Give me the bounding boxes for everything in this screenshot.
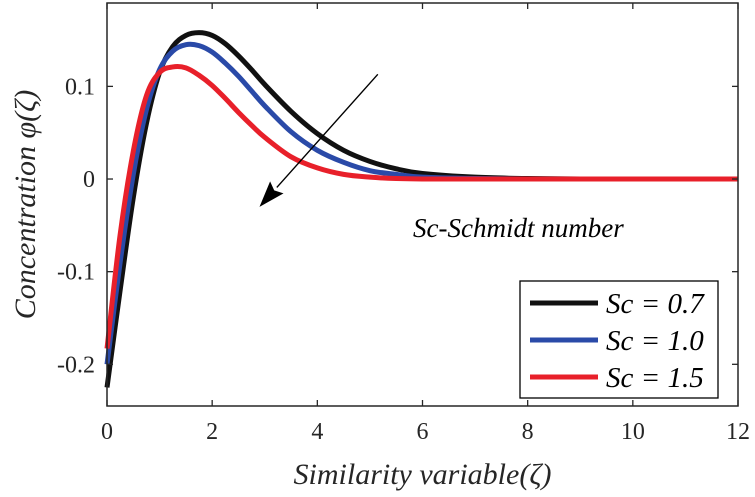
legend-label-2: Sc = 1.0 [606,325,704,357]
legend-label-1: Sc = 0.7 [606,288,705,320]
series-layer [104,30,738,388]
legend-label-3: Sc = 1.5 [606,362,704,394]
y-axis-title: Concentration φ(ζ) [9,90,42,320]
ticks-layer: 0 2 4 6 8 10 12 -0.2 -0.1 0 0.1 [57,3,750,445]
x-tick-label: 0 [101,419,113,445]
x-tick-label: 12 [726,419,750,445]
y-tick-label: 0.1 [65,74,95,100]
y-tick-label: -0.1 [57,260,95,286]
x-tick-label: 6 [417,419,429,445]
x-tick-label: 4 [311,419,323,445]
annotation-arrow [276,73,379,188]
x-tick-label: 2 [206,419,218,445]
y-tick-label: -0.2 [57,352,95,378]
annotation-layer: Sc-Schmidt number [259,73,624,243]
x-tick-label: 10 [621,419,645,445]
series-line-3 [104,64,738,349]
x-tick-label: 8 [522,419,534,445]
annotation-arrowhead [259,181,284,207]
legend: Sc = 0.7 Sc = 1.0 Sc = 1.5 [519,280,719,399]
annotation-label: Sc-Schmidt number [413,213,624,243]
y-tick-label: 0 [83,167,95,193]
x-axis-title: Similarity variable(ζ) [294,458,552,491]
